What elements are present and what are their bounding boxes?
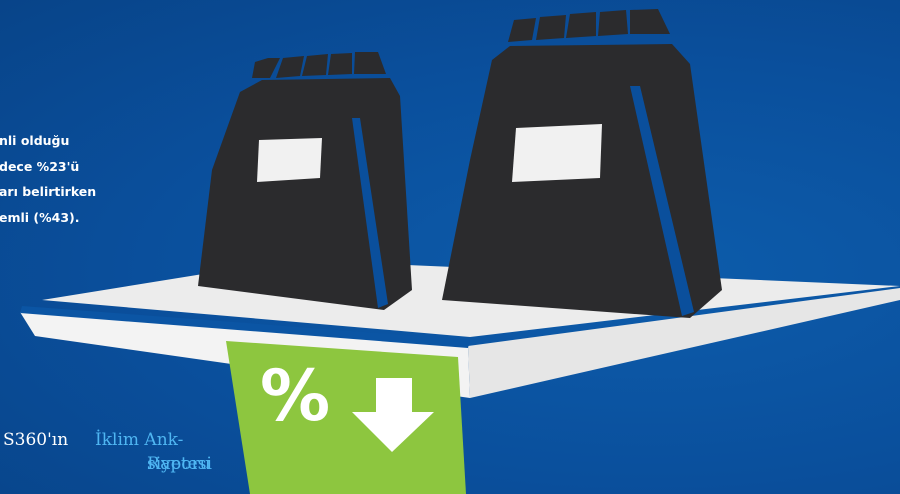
report-link-continued[interactable]: siyetesi bbox=[147, 454, 212, 474]
source-citation: S360'ın İklim Ank- siyetesi Raporu bbox=[0, 428, 212, 476]
stat-line: arı belirtirken bbox=[0, 184, 97, 199]
shopping-bag-icon bbox=[198, 52, 412, 310]
source-row: siyetesi Raporu bbox=[0, 452, 212, 476]
report-link[interactable]: İklim Ank- bbox=[95, 430, 184, 450]
shelf-front-right bbox=[468, 288, 900, 398]
percent-icon: % bbox=[260, 355, 330, 437]
shelf-edge bbox=[20, 306, 470, 348]
shopping-bag-icon bbox=[442, 9, 722, 318]
price-tag-icon: % bbox=[226, 341, 466, 494]
stat-line: nli olduğu bbox=[0, 133, 70, 148]
source-brand: S360'ın bbox=[3, 430, 69, 450]
stat-line: dece %23'ü bbox=[0, 158, 80, 174]
arrow-down-icon bbox=[352, 378, 434, 452]
report-link-end[interactable]: Raporu bbox=[147, 454, 211, 474]
source-row: S360'ın İklim Ank- bbox=[0, 428, 212, 452]
stat-paragraph: nli olduğu dece %23'ü arı belirtirken em… bbox=[0, 128, 220, 230]
stat-line: emli (%43). bbox=[0, 209, 80, 225]
